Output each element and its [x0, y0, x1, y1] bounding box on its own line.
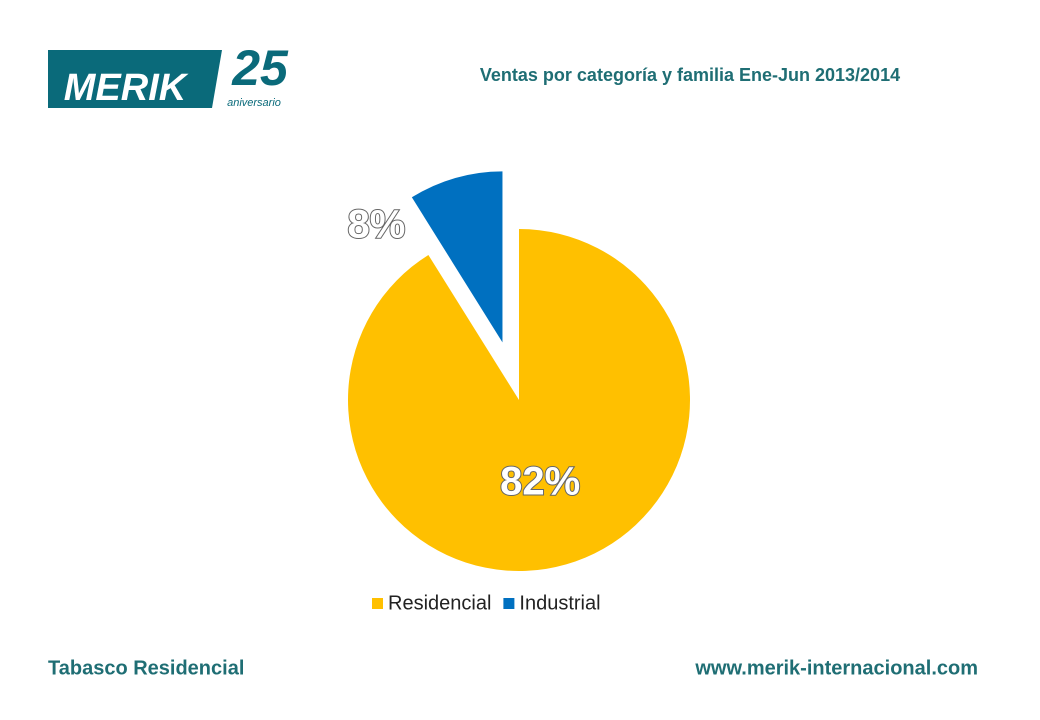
- footer-right: www.merik-internacional.com: [694, 657, 978, 679]
- legend-label: Residencial: [388, 592, 491, 614]
- pie-slice: [347, 229, 690, 571]
- logo: MERIK 25 aniversario: [48, 40, 289, 109]
- legend-swatch: [372, 598, 383, 609]
- logo-badge: [48, 50, 222, 108]
- logo-brand: MERIK: [64, 67, 189, 109]
- legend-label: Industrial: [519, 592, 600, 614]
- data-label: 82%: [500, 460, 580, 504]
- pie-slice: [411, 171, 503, 343]
- legend-swatch: [503, 598, 515, 609]
- footer-left: Tabasco Residencial: [48, 657, 244, 679]
- logo-tagline: aniversario: [227, 97, 281, 109]
- logo-number: 25: [231, 40, 289, 96]
- chart-title: Ventas por categoría y familia Ene-Jun 2…: [480, 65, 900, 85]
- data-label: 8%: [347, 202, 405, 246]
